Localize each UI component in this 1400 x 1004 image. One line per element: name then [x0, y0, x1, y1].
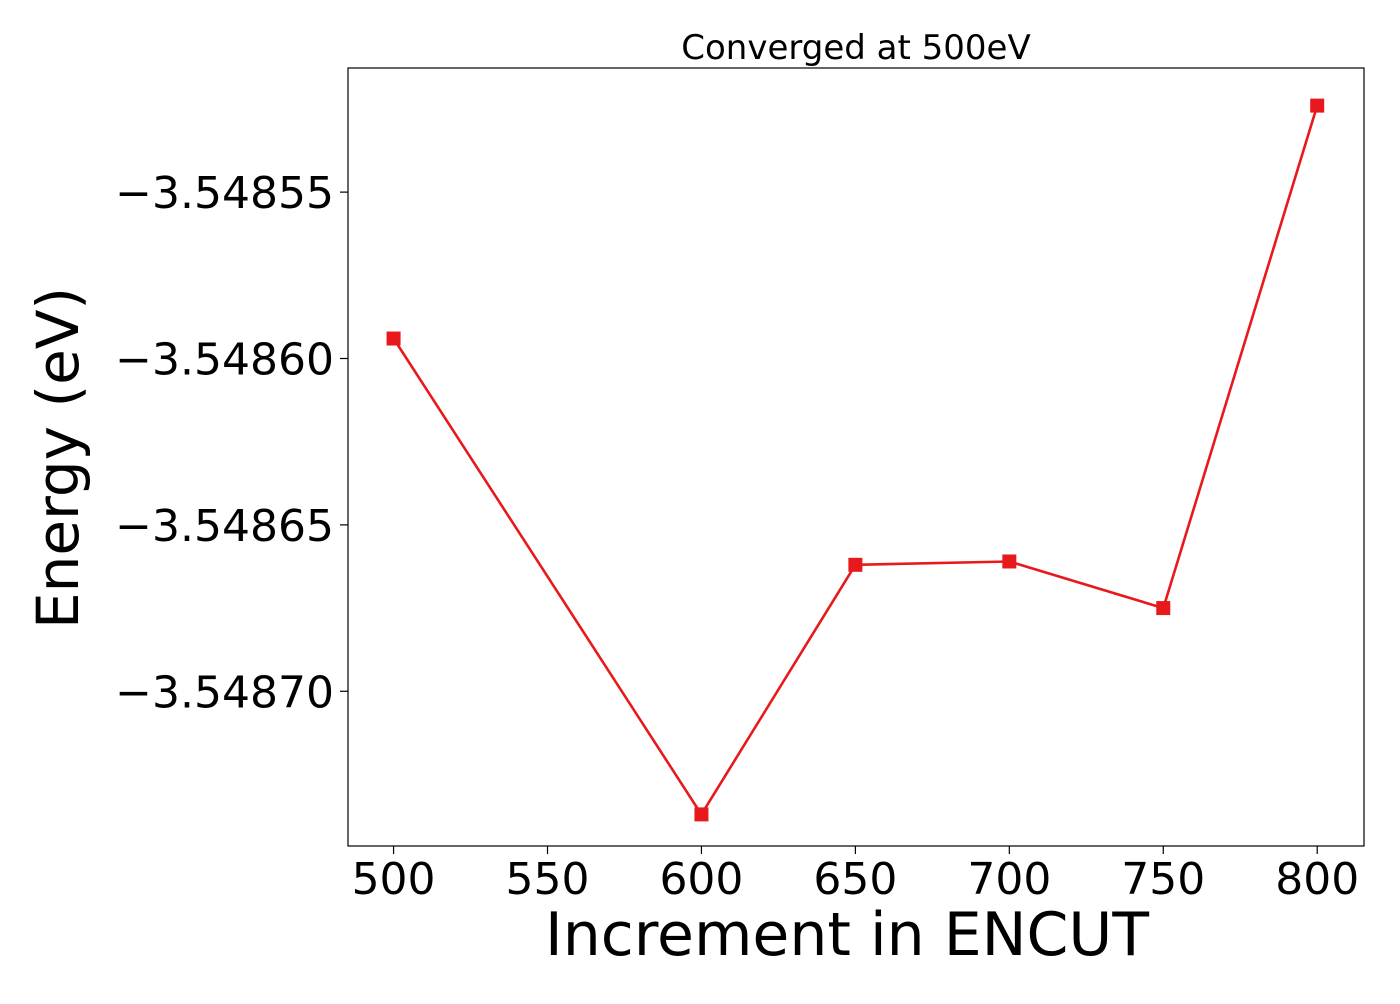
data-point-marker: [848, 557, 863, 572]
data-point-marker: [694, 807, 709, 822]
y-tick-label: −3.54870: [115, 667, 334, 718]
x-tick-label: 600: [659, 854, 743, 905]
x-axis-label: Increment in ENCUT: [545, 900, 1149, 970]
x-tick-label: 500: [352, 854, 436, 905]
plot-area-frame: [347, 67, 1365, 847]
x-tick-label: 800: [1275, 854, 1359, 905]
series-line: [392, 105, 1319, 816]
y-tick-label: −3.54855: [115, 168, 334, 219]
data-point-marker: [1156, 601, 1171, 616]
series-layer: [386, 98, 1325, 822]
data-point-marker: [1310, 98, 1325, 113]
x-tick-label: 650: [813, 854, 897, 905]
data-point-marker: [1002, 554, 1017, 569]
y-tick-label: −3.54865: [115, 501, 334, 552]
y-tick-label: −3.54860: [115, 335, 334, 386]
x-tick-label: 700: [967, 854, 1051, 905]
x-tick-label: 750: [1121, 854, 1205, 905]
y-axis-label: Energy (eV): [24, 287, 92, 629]
x-tick-label: 550: [506, 854, 590, 905]
chart-title: Converged at 500eV: [681, 28, 1030, 68]
data-point-marker: [386, 331, 401, 346]
x-axis-ticks: 500 550 600 650 700 750 800: [352, 846, 1359, 905]
y-axis-ticks: −3.54855 −3.54860 −3.54865 −3.54870: [115, 168, 348, 718]
